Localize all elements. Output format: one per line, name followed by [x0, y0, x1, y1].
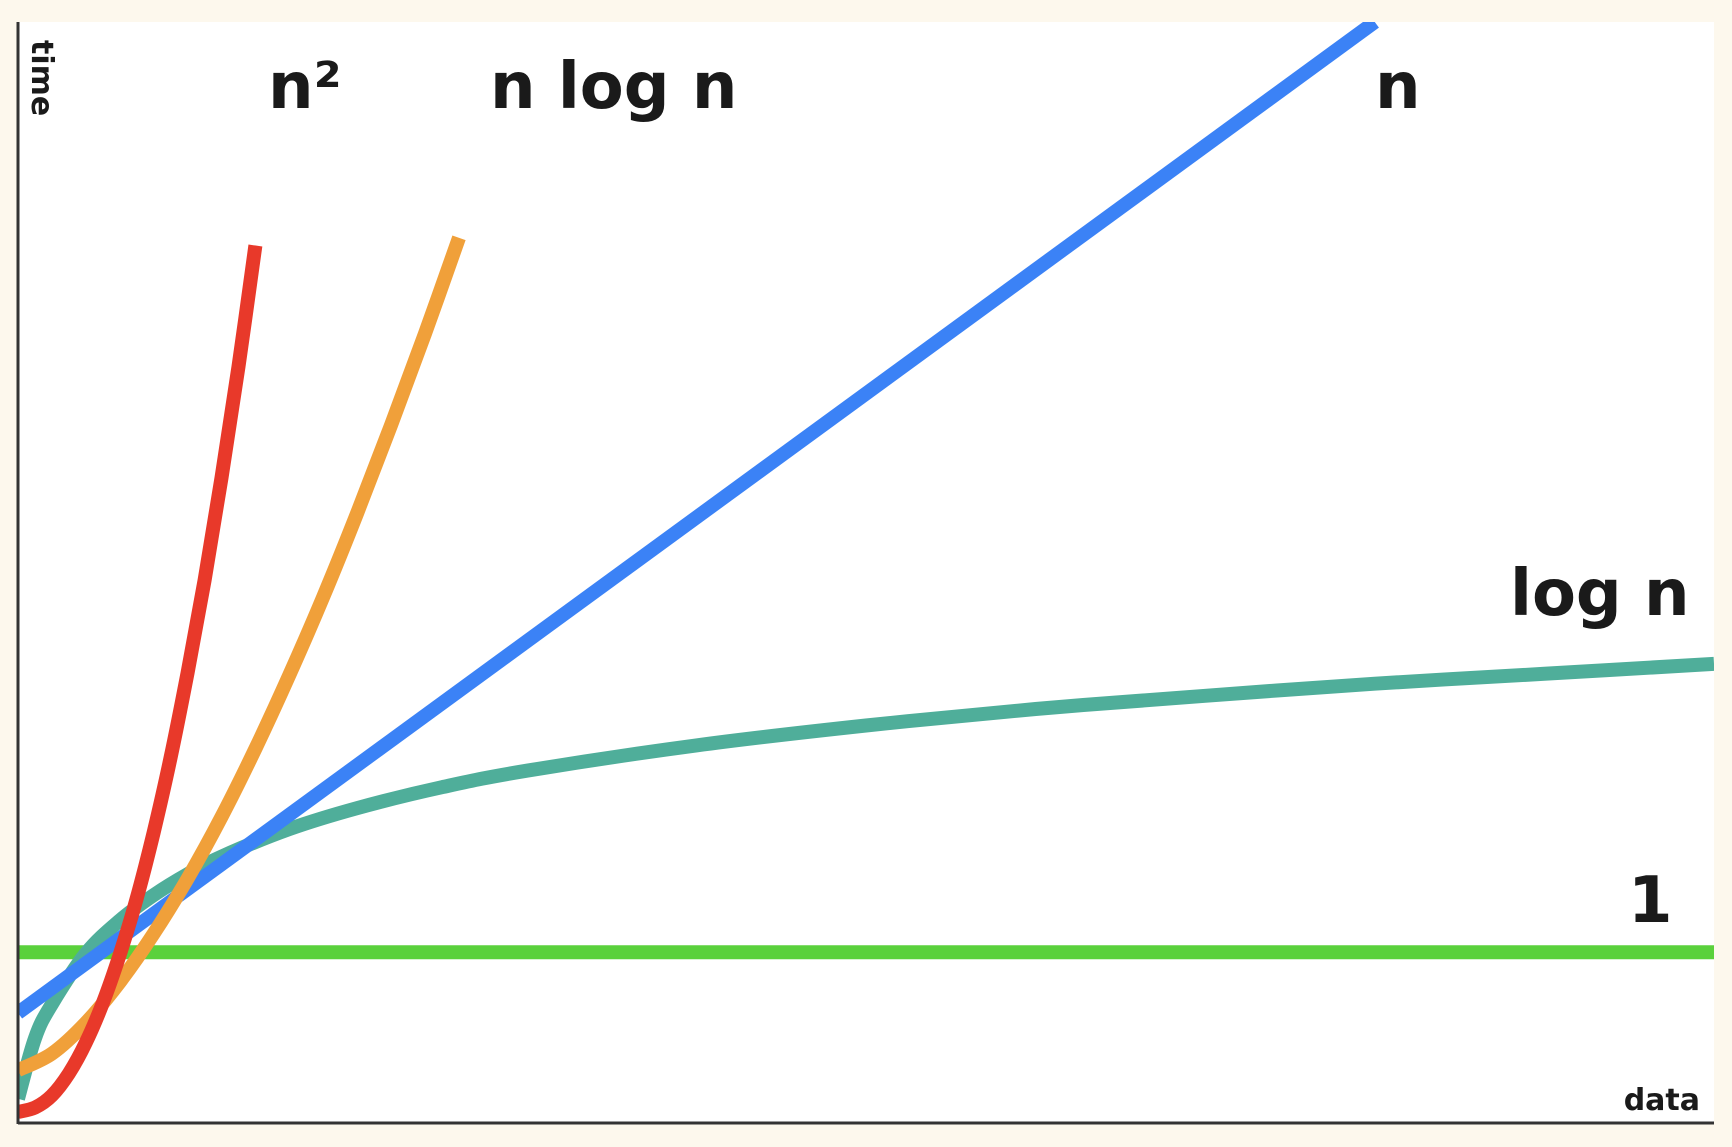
label-constant: 1 [1628, 864, 1673, 938]
curves-group [18, 22, 1714, 1119]
series-line-n [18, 22, 1379, 1019]
label-n: n [1375, 50, 1421, 124]
series-line-n2 [18, 244, 263, 1119]
x-axis-label: data [1624, 1083, 1700, 1118]
series-line-logn [18, 656, 1714, 1101]
label-log-n: log n [1510, 557, 1690, 631]
y-axis-label: time [24, 40, 59, 116]
label-n-squared: n² [268, 50, 342, 124]
label-n-log-n: n log n [490, 50, 737, 124]
plot-background [18, 22, 1714, 1122]
